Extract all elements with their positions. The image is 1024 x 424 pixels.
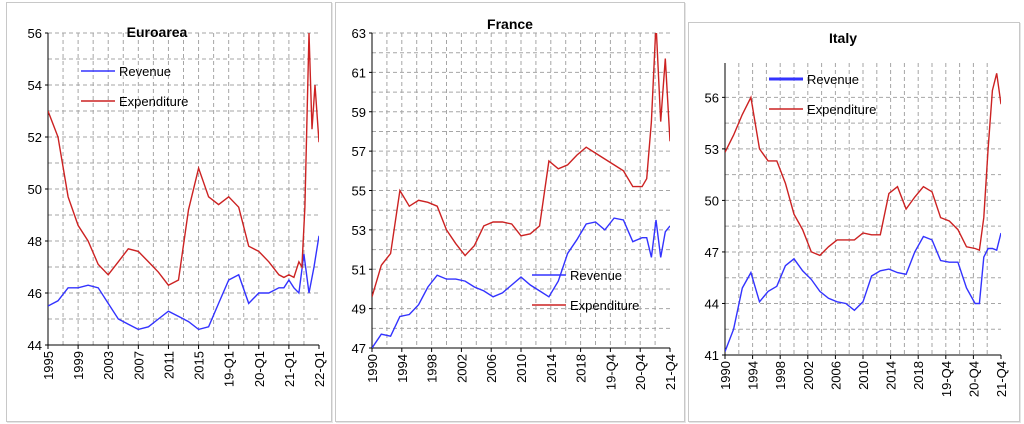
y-tick-label: 49 bbox=[352, 302, 366, 317]
y-tick-label: 61 bbox=[352, 65, 366, 80]
x-tick-label: 21-Q4 bbox=[994, 361, 1009, 397]
y-tick-label: 54 bbox=[28, 78, 42, 93]
y-tick-label: 48 bbox=[28, 234, 42, 249]
y-tick-label: 44 bbox=[28, 338, 42, 353]
legend-label-revenue: Revenue bbox=[570, 268, 622, 283]
x-tick-label: 1998 bbox=[773, 361, 788, 390]
series-line-revenue bbox=[48, 235, 319, 331]
chart-italy: 41 44 47 50 53 56 1990 1994 1998 2002 2006 2010 2014… bbox=[705, 30, 1009, 397]
chart-title: France bbox=[487, 16, 533, 32]
y-tick-label: 56 bbox=[28, 26, 42, 41]
x-tick-label: 2014 bbox=[884, 361, 899, 390]
y-tick-label: 53 bbox=[352, 223, 366, 238]
y-tick-label: 41 bbox=[705, 348, 719, 363]
x-tick-label: 2015 bbox=[192, 351, 207, 380]
legend-label-expenditure: Expenditure bbox=[807, 102, 876, 117]
x-tick-label: 19-Q4 bbox=[939, 361, 954, 397]
chart-panel-italy: 41 44 47 50 53 56 1990 1994 1998 2002 2006 2010 2014… bbox=[688, 22, 1020, 422]
x-tick-label: 21-Q4 bbox=[663, 354, 678, 390]
legend-label-expenditure: Expenditure bbox=[119, 94, 188, 109]
x-tick-label: 2018 bbox=[574, 354, 589, 383]
x-tick-label: 2010 bbox=[856, 361, 871, 390]
legend-label-revenue: Revenue bbox=[807, 72, 859, 87]
chart-euroarea: 44 46 48 50 52 54 56 1995 1999 2003 2007 2011 2015 19… bbox=[28, 24, 327, 387]
legend-label-expenditure: Expenditure bbox=[570, 298, 639, 313]
y-tick-label: 53 bbox=[705, 142, 719, 157]
x-tick-label: 2018 bbox=[911, 361, 926, 390]
series-line-revenue bbox=[725, 232, 1001, 352]
x-tick-label: 1999 bbox=[71, 351, 86, 380]
x-tick-label: 19-Q4 bbox=[603, 354, 618, 390]
y-tick-label: 50 bbox=[705, 193, 719, 208]
x-tick-label: 22-Q1 bbox=[312, 351, 327, 387]
x-tick-label: 2010 bbox=[514, 354, 529, 383]
y-tick-label: 57 bbox=[352, 144, 366, 159]
x-tick-label: 1990 bbox=[365, 354, 380, 383]
y-tick-label: 63 bbox=[352, 26, 366, 41]
x-tick-label: 2014 bbox=[544, 354, 559, 383]
legend-label-revenue: Revenue bbox=[119, 64, 171, 79]
y-tick-label: 55 bbox=[352, 184, 366, 199]
x-tick-label: 1990 bbox=[718, 361, 733, 390]
x-tick-label: 2011 bbox=[161, 351, 176, 379]
y-tick-label: 47 bbox=[352, 341, 366, 356]
x-tick-label: 1998 bbox=[425, 354, 440, 383]
y-tick-label: 59 bbox=[352, 105, 366, 120]
chart-panel-france: 47 49 51 53 55 57 59 61 63 1990 1994 1998 2002 2006 20… bbox=[335, 2, 685, 422]
x-tick-label: 1994 bbox=[395, 354, 410, 383]
x-tick-label: 20-Q4 bbox=[633, 354, 648, 390]
series-line-expenditure bbox=[725, 73, 1001, 257]
y-tick-label: 46 bbox=[28, 286, 42, 301]
x-tick-label: 20-Q4 bbox=[966, 361, 981, 397]
x-tick-label: 20-Q1 bbox=[252, 351, 267, 387]
y-tick-label: 44 bbox=[705, 296, 719, 311]
y-tick-label: 47 bbox=[705, 245, 719, 260]
y-tick-label: 52 bbox=[28, 130, 42, 145]
y-tick-label: 50 bbox=[28, 182, 42, 197]
x-tick-label: 2006 bbox=[484, 354, 499, 383]
y-tick-label: 51 bbox=[352, 262, 366, 277]
x-tick-label: 1994 bbox=[746, 361, 761, 390]
chart-france: 47 49 51 53 55 57 59 61 63 1990 1994 1998 2002 2006 20… bbox=[352, 16, 678, 390]
x-tick-label: 2007 bbox=[131, 351, 146, 380]
x-tick-label: 19-Q1 bbox=[222, 351, 237, 387]
x-tick-label: 2002 bbox=[801, 361, 816, 390]
series-line-expenditure bbox=[48, 33, 319, 287]
x-tick-label: 2002 bbox=[454, 354, 469, 383]
x-tick-label: 21-Q1 bbox=[282, 351, 297, 387]
x-tick-label: 2003 bbox=[101, 351, 116, 380]
chart-panel-euroarea: 44 46 48 50 52 54 56 1995 1999 2003 2007 2011 2015 19… bbox=[6, 2, 332, 422]
chart-title: Italy bbox=[829, 30, 857, 46]
series-line-expenditure bbox=[372, 33, 670, 297]
y-tick-label: 56 bbox=[705, 90, 719, 105]
chart-title: Euroarea bbox=[127, 24, 188, 40]
series-line-revenue bbox=[372, 217, 670, 348]
x-tick-label: 1995 bbox=[41, 351, 56, 380]
x-tick-label: 2006 bbox=[828, 361, 843, 390]
